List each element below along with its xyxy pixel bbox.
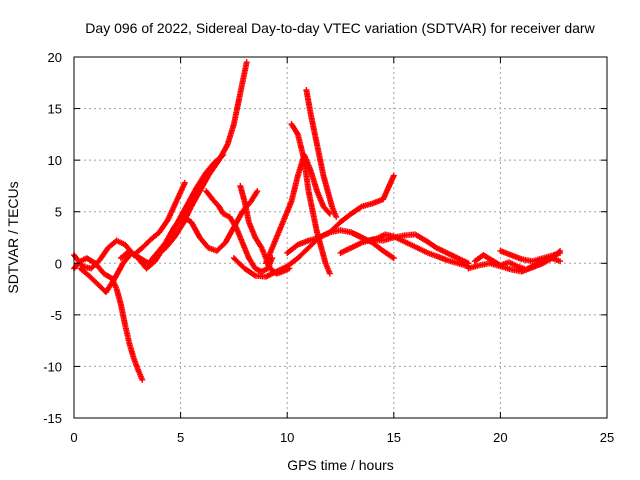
y-tick-label: -10 bbox=[43, 359, 62, 374]
x-tick-label: 20 bbox=[493, 430, 507, 445]
x-axis-title: GPS time / hours bbox=[287, 457, 394, 473]
y-tick-label: 5 bbox=[55, 205, 62, 220]
series-markers bbox=[348, 229, 472, 270]
y-tick-label: 0 bbox=[55, 256, 62, 271]
series-markers bbox=[497, 247, 564, 265]
x-tick-label: 15 bbox=[387, 430, 401, 445]
x-tick-label: 5 bbox=[177, 430, 184, 445]
x-tick-label: 10 bbox=[280, 430, 294, 445]
series-sat-k bbox=[303, 87, 340, 220]
y-tick-label: -15 bbox=[43, 411, 62, 426]
y-tick-label: -5 bbox=[50, 308, 62, 323]
marks-layer bbox=[71, 59, 564, 383]
plot-frame bbox=[73, 56, 608, 419]
y-tick-label: 15 bbox=[48, 102, 62, 117]
series-markers bbox=[284, 172, 397, 256]
series-sat-q bbox=[497, 247, 564, 265]
series-sat-l bbox=[284, 172, 397, 256]
series-sat-n bbox=[348, 229, 472, 270]
x-tick-label: 25 bbox=[600, 430, 614, 445]
y-tick-label: 10 bbox=[48, 153, 62, 168]
y-axis-title: SDTVAR / TECUs bbox=[5, 181, 21, 293]
series-markers bbox=[303, 87, 340, 220]
series-markers bbox=[203, 188, 276, 275]
y-tick-label: 20 bbox=[48, 50, 62, 65]
x-tick-label: 0 bbox=[70, 430, 77, 445]
series-sat-f bbox=[203, 188, 276, 275]
ticks-layer: 0 5 10 15 20 25 -15 -10 -5 0 5 10 15 20 bbox=[43, 50, 614, 445]
chart-title: Day 096 of 2022, Sidereal Day-to-day VTE… bbox=[85, 20, 595, 36]
